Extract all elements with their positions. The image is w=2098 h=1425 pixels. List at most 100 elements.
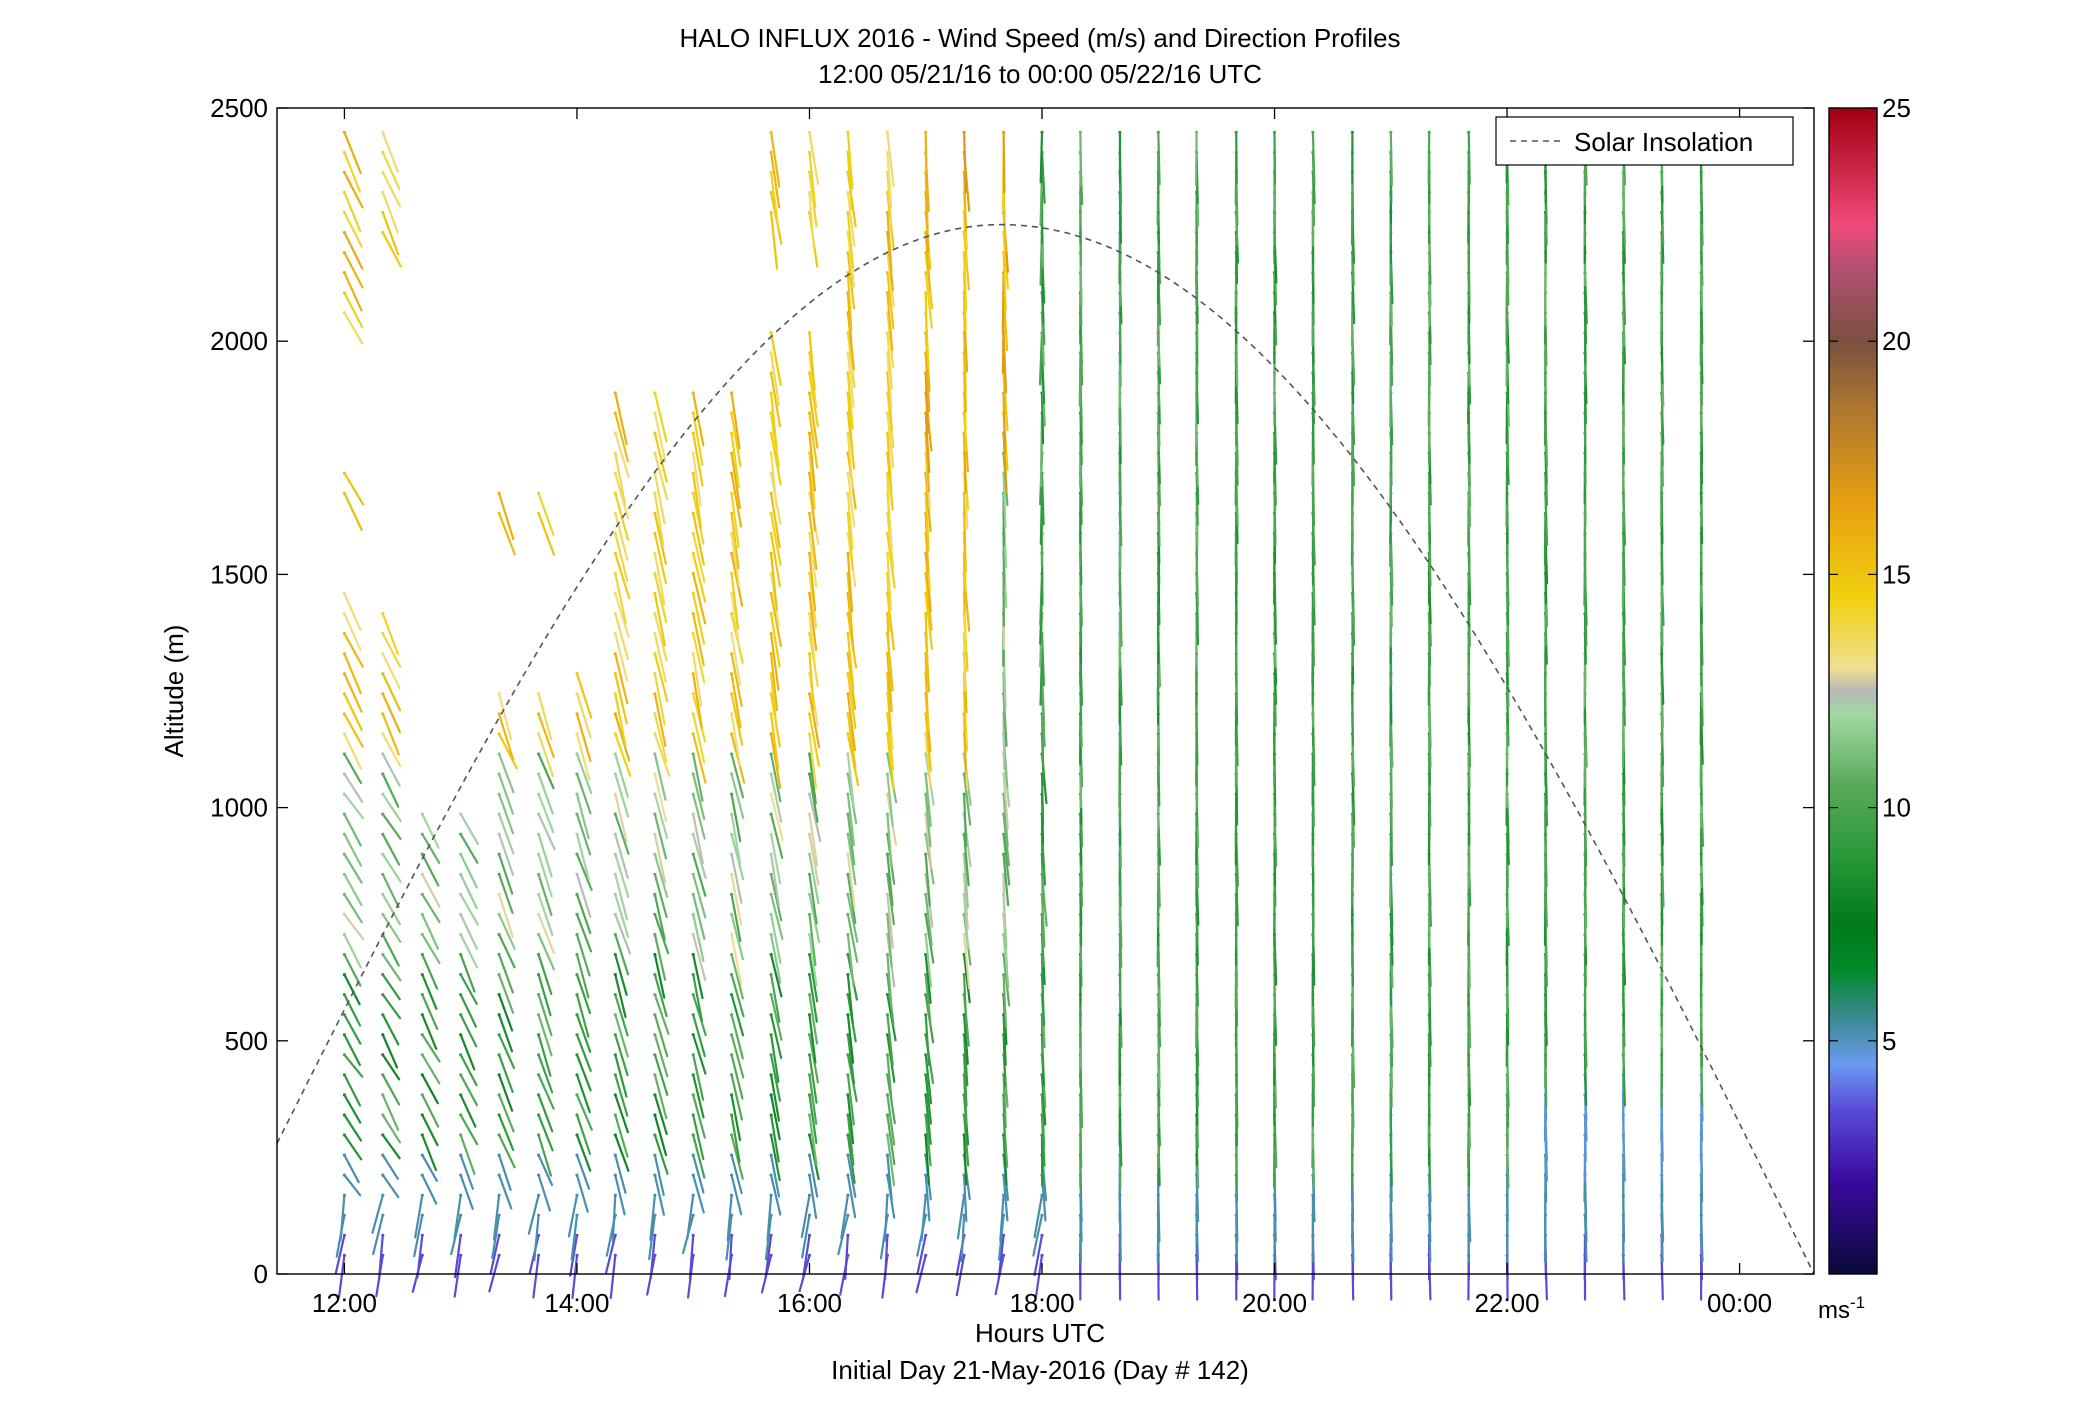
wind-barb [886, 1033, 896, 1083]
wind-barb-origin [575, 1033, 579, 1037]
wind-barb [886, 612, 891, 673]
wind-barb [537, 812, 556, 851]
wind-barb [537, 1033, 552, 1077]
wind-barb [1040, 391, 1045, 445]
wind-barb [962, 251, 968, 311]
wind-barb-origin [497, 1213, 501, 1217]
wind-barb-origin [613, 1053, 617, 1057]
wind-barb [614, 973, 627, 1019]
wind-barb-origin [691, 591, 695, 596]
wind-barb-origin [924, 130, 928, 134]
wind-barb [886, 1113, 896, 1166]
wind-barb [924, 291, 929, 352]
wind-barb-origin [1311, 130, 1315, 134]
wind-barb-origin [613, 832, 617, 836]
wind-barb-origin [575, 912, 579, 917]
wind-barb-origin [730, 391, 734, 395]
wind-barb-origin [653, 591, 657, 596]
wind-barb [575, 672, 593, 719]
wind-barb-origin [1156, 130, 1160, 134]
wind-barb-origin [342, 190, 346, 194]
wind-barb-origin [613, 672, 617, 676]
wind-barb-origin [807, 130, 812, 134]
wind-barb-origin [885, 1153, 890, 1157]
wind-barb [614, 1093, 630, 1134]
wind-barb-origin [381, 1133, 385, 1137]
wind-barb-origin [342, 712, 346, 716]
wind-barb [846, 1073, 855, 1126]
wind-barb-origin [846, 1053, 850, 1057]
wind-barb [730, 1173, 743, 1216]
wind-barb-origin [730, 712, 734, 716]
wind-barb [381, 1173, 400, 1199]
wind-barb-origin [381, 993, 385, 997]
wind-barb-origin [575, 672, 579, 676]
wind-barb-origin [653, 792, 657, 796]
wind-barb-origin [807, 632, 812, 636]
wind-barb-origin [769, 892, 773, 897]
wind-barb [381, 833, 401, 866]
wind-barb-origin [691, 411, 695, 415]
wind-barb-origin [459, 872, 463, 876]
wind-barb-origin [807, 411, 812, 415]
wind-barb [769, 1013, 783, 1060]
wind-barb-origin [691, 852, 695, 856]
wind-barb [730, 492, 740, 549]
wind-barb-origin [885, 912, 890, 917]
wind-barb-origin [537, 511, 541, 515]
wind-barb [575, 913, 593, 953]
wind-barb [686, 1194, 695, 1240]
wind-barb [846, 151, 853, 211]
wind-barb-origin [497, 872, 501, 876]
wind-barb-origin [807, 150, 812, 154]
wind-barb [886, 291, 894, 352]
wind-barb-origin [691, 752, 695, 756]
wind-barb-origin [575, 772, 579, 776]
wind-barb-origin [653, 852, 657, 856]
wind-barb [769, 552, 778, 611]
wind-barb-origin [730, 571, 734, 576]
wind-barb [769, 792, 784, 842]
wind-barb-origin [769, 571, 773, 576]
colorbar-tick-label: 25 [1882, 93, 1911, 123]
wind-barb-origin [342, 471, 346, 475]
wind-barb-origin [846, 1033, 850, 1037]
wind-barb-origin [807, 1193, 812, 1197]
wind-barb-origin [575, 692, 579, 696]
wind-barb [1040, 913, 1044, 968]
wind-barb [1002, 772, 1009, 830]
wind-barb-origin [381, 772, 385, 776]
wind-barb [962, 1133, 968, 1186]
x-tick-label: 14:00 [544, 1288, 609, 1318]
wind-barb-origin [575, 973, 579, 977]
wind-barb-origin [846, 471, 850, 475]
wind-barb [692, 993, 707, 1037]
wind-barb-origin [885, 411, 890, 415]
wind-barb-origin [730, 973, 734, 977]
wind-barb-origin [769, 391, 773, 395]
wind-barb-origin [653, 712, 657, 716]
wind-barb [692, 812, 705, 865]
wind-barb [962, 792, 968, 848]
wind-barb-origin [730, 1113, 734, 1117]
wind-barb-origin [807, 952, 812, 957]
wind-barb-origin [730, 1153, 734, 1157]
wind-barb [692, 472, 702, 529]
wind-barb [343, 492, 363, 532]
wind-barb-origin [342, 271, 346, 275]
wind-barb [1040, 672, 1046, 728]
wind-barb [692, 893, 706, 941]
wind-barb [846, 351, 855, 408]
wind-barb [730, 1113, 741, 1163]
plot-area [276, 107, 1815, 1275]
wind-barb-origin [653, 1173, 657, 1177]
wind-barb-origin [613, 551, 617, 556]
colorbar-unit: ms-1 [1818, 1293, 1865, 1324]
wind-barb [924, 592, 934, 650]
x-tick-label: 18:00 [1009, 1288, 1074, 1318]
wind-barb-origin [613, 391, 617, 395]
wind-barb-origin [613, 852, 617, 856]
wind-barb-origin [962, 973, 966, 977]
wind-barb-origin [381, 1113, 385, 1117]
wind-barb-origin [497, 1033, 501, 1037]
